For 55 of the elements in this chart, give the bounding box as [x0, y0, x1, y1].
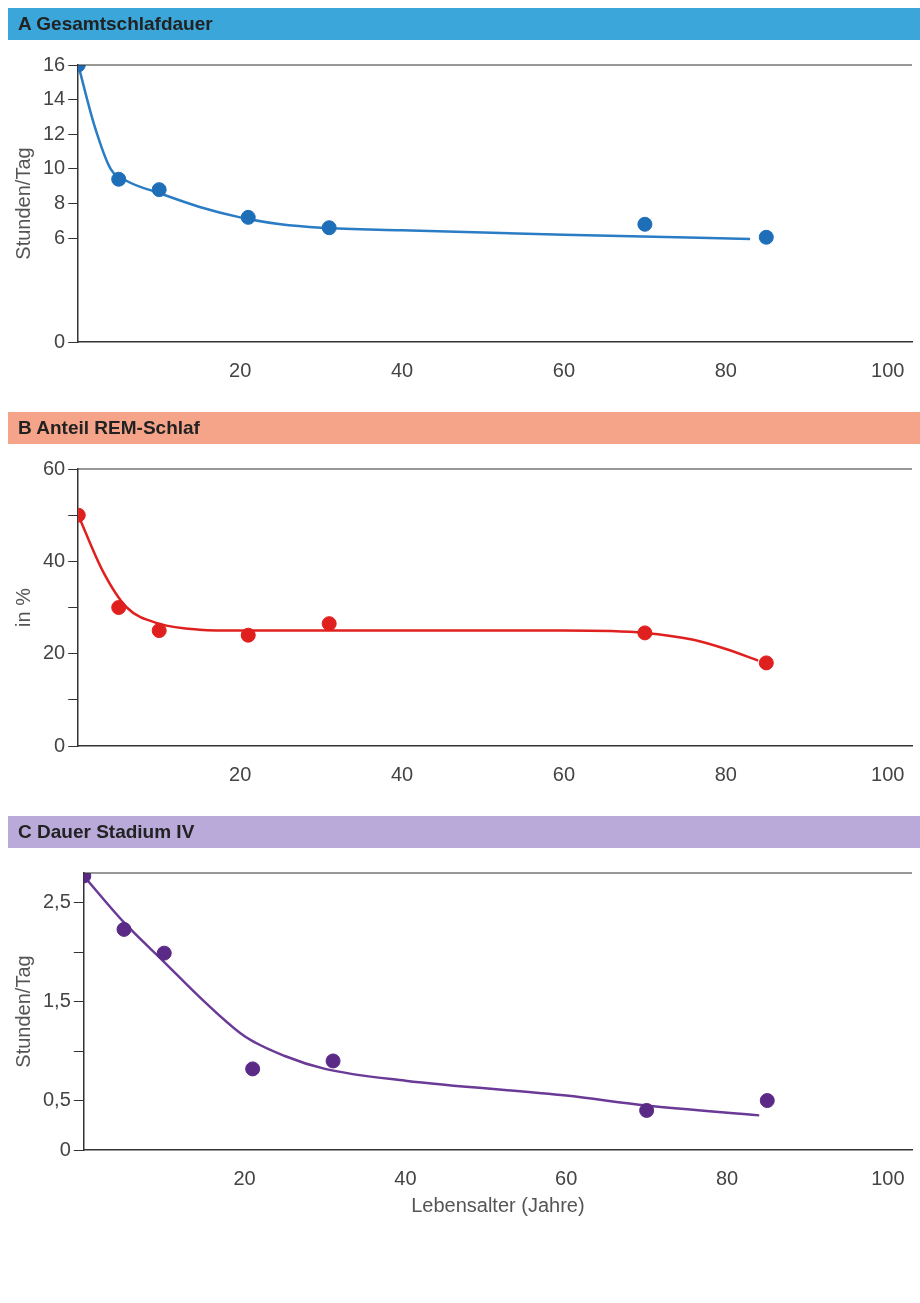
point — [240, 209, 256, 225]
y-tick-label: 0,5 — [42, 1088, 71, 1111]
point — [151, 623, 167, 639]
point — [639, 1102, 655, 1118]
point — [321, 220, 337, 236]
y-tick-label: 20 — [43, 641, 66, 664]
point — [111, 171, 127, 187]
y-tick-label: 40 — [43, 548, 66, 571]
y-tick-label: 1,5 — [42, 989, 71, 1012]
x-tick-label: 20 — [229, 762, 252, 785]
y-axis-title: Stunden/Tag — [11, 955, 34, 1068]
x-tick-label: 20 — [229, 358, 252, 381]
x-tick-label: 80 — [715, 1166, 739, 1189]
y-tick-label: 16 — [43, 52, 66, 75]
point — [637, 216, 653, 232]
x-tick-label: 40 — [390, 358, 414, 381]
y-tick-label: 0 — [59, 1137, 71, 1160]
chart-title: A Gesamtschlafdauer — [8, 8, 920, 40]
chart-title: B Anteil REM-Schlaf — [8, 412, 920, 444]
x-tick-label: 100 — [871, 1166, 905, 1189]
point — [240, 627, 256, 643]
y-axis-title: in % — [11, 587, 34, 627]
point — [111, 600, 127, 615]
x-tick-label: 60 — [555, 1166, 578, 1189]
x-tick-label: 80 — [714, 358, 737, 381]
x-tick-label: 40 — [390, 762, 414, 785]
y-tick-label: 0 — [54, 733, 66, 756]
x-tick-label: 40 — [394, 1166, 417, 1189]
y-tick-label: 60 — [43, 456, 66, 479]
y-axis-title: Stunden/Tag — [11, 147, 34, 260]
y-tick-label: 2,5 — [42, 890, 71, 913]
point — [156, 945, 172, 961]
point — [325, 1053, 341, 1069]
point — [321, 616, 337, 632]
point — [245, 1061, 261, 1077]
point — [116, 921, 132, 937]
y-tick-label: 10 — [43, 156, 66, 179]
x-tick-label: 80 — [714, 762, 737, 785]
y-tick-label: 0 — [54, 329, 66, 352]
point — [758, 229, 774, 245]
x-tick-label: 60 — [552, 762, 576, 785]
point — [759, 1093, 775, 1109]
y-tick-label: 12 — [43, 121, 66, 144]
x-tick-label: 100 — [871, 762, 905, 785]
y-tick-label: 14 — [43, 87, 66, 110]
point — [637, 625, 653, 641]
y-tick-label: 8 — [54, 191, 66, 214]
x-axis-title: Lebensalter (Jahre) — [411, 1193, 585, 1216]
x-tick-label: 60 — [552, 358, 576, 381]
point — [151, 182, 167, 198]
x-tick-label: 100 — [871, 358, 905, 381]
point — [758, 655, 774, 671]
chart-title: C Dauer Stadium IV — [8, 816, 920, 848]
y-tick-label: 6 — [54, 225, 66, 248]
x-tick-label: 20 — [233, 1166, 256, 1189]
